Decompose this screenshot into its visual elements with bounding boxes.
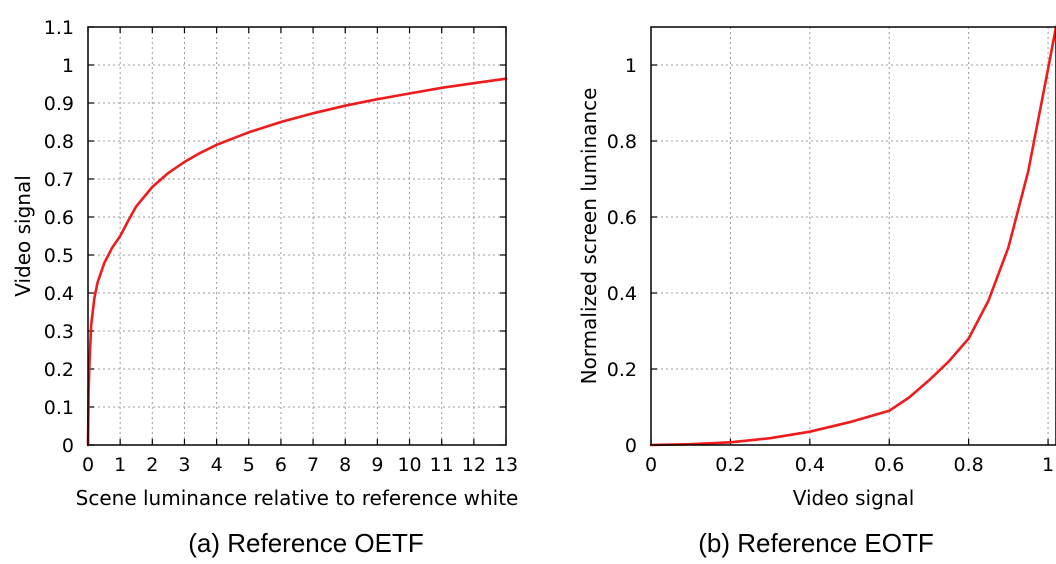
y-tick-label: 0.2 [607,359,637,381]
y-tick-label: 0.8 [607,131,637,153]
x-tick-label: 1 [114,454,126,476]
y-tick-label: 0.7 [44,169,74,191]
y-tick-label: 0.4 [607,283,637,305]
y-tick-label: 1.1 [44,17,74,39]
plot-frame [650,26,1056,446]
x-axis-label: Video signal [793,486,915,510]
y-axis-label: Video signal [11,175,35,297]
y-tick-label: 0.6 [44,207,74,229]
x-tick-label: 0 [82,454,94,476]
y-tick-label: 0.9 [44,93,74,115]
y-tick-label: 0.1 [44,397,74,419]
x-tick-label: 11 [430,454,454,476]
y-tick-label: 1 [62,55,74,77]
y-tick-label: 0 [625,435,637,457]
x-tick-label: 0 [645,454,657,476]
chart-eotf: 0 0.2 0.4 0.6 0.8 1 0 0.2 0.4 0.6 0.8 1 Video signal… [577,25,1056,558]
x-tick-label: 0.8 [954,454,984,476]
curve-line [86,77,508,447]
curve-line [649,25,1056,447]
chart-caption: (b) Reference EOTF [698,528,934,558]
y-tick-label: 0.4 [44,283,74,305]
y-tick-label: 1 [625,55,637,77]
x-tick-label: 12 [462,454,486,476]
x-tick-label: 7 [307,454,319,476]
x-tick-label: 1 [1042,454,1054,476]
x-tick-label: 3 [178,454,190,476]
x-tick-label: 0.6 [874,454,904,476]
plot-frame [87,26,507,446]
x-tick-label: 2 [146,454,158,476]
y-tick-label: 0.5 [44,245,74,267]
chart-caption: (a) Reference OETF [188,528,424,558]
x-tick-label: 0.2 [715,454,745,476]
x-axis-label: Scene luminance relative to reference wh… [76,486,519,510]
x-tick-label: 9 [371,454,383,476]
y-tick-label: 0.8 [44,131,74,153]
x-tick-label: 4 [211,454,223,476]
x-tick-label: 0.4 [795,454,825,476]
x-tick-label: 10 [397,454,421,476]
y-axis-label: Normalized screen luminance [577,88,601,385]
x-tick-label: 8 [339,454,351,476]
y-tick-label: 0.6 [607,207,637,229]
x-tick-label: 13 [494,454,518,476]
y-tick-label: 0 [62,435,74,457]
y-tick-label: 0.3 [44,321,74,343]
x-tick-label: 6 [275,454,287,476]
y-tick-label: 0.2 [44,359,74,381]
chart-oetf: 0 1 2 3 4 5 6 7 8 9 10 11 12 1300.10.20.30.40.50.60.7… [11,17,518,558]
x-tick-label: 5 [243,454,255,476]
